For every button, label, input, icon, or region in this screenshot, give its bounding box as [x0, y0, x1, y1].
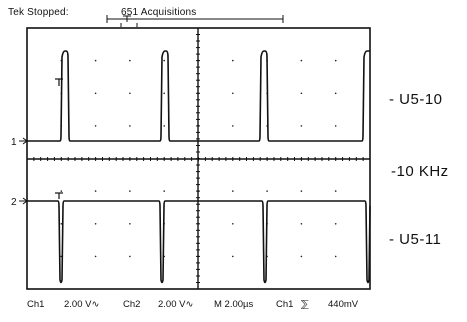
acquisition-count: 651 Acquisitions	[121, 7, 197, 18]
channel1-ground-marker: 1	[11, 137, 28, 148]
ch1-volts-per-div: 2.00 V∿	[64, 299, 100, 310]
frequency-label: -10 KHz	[391, 163, 449, 180]
channel1-signal-label: - U5-10	[389, 91, 443, 108]
channel1-trace	[27, 50, 370, 142]
record-position-bar	[106, 15, 284, 27]
trigger-level: 440mV	[328, 299, 359, 310]
trigger-level-marker	[55, 78, 63, 86]
ch1-label: Ch1	[27, 299, 45, 310]
svg-text:1: 1	[11, 137, 17, 148]
channel2-trigger-marker	[55, 192, 63, 199]
ch2-label: Ch2	[123, 299, 141, 310]
channel2-signal-label: - U5-11	[389, 231, 442, 248]
timebase-setting: M 2.00µs	[214, 299, 254, 310]
trigger-source: Ch1	[276, 299, 294, 310]
channel2-trace	[27, 200, 371, 284]
channel2-ground-marker: 2	[11, 197, 28, 208]
acquisition-status: Tek Stopped:	[8, 7, 69, 18]
svg-text:2: 2	[11, 197, 17, 208]
trigger-slope-icon: ⅀	[301, 299, 309, 310]
graticule-ticks	[26, 27, 364, 290]
ch2-volts-per-div: 2.00 V∿	[158, 299, 194, 310]
